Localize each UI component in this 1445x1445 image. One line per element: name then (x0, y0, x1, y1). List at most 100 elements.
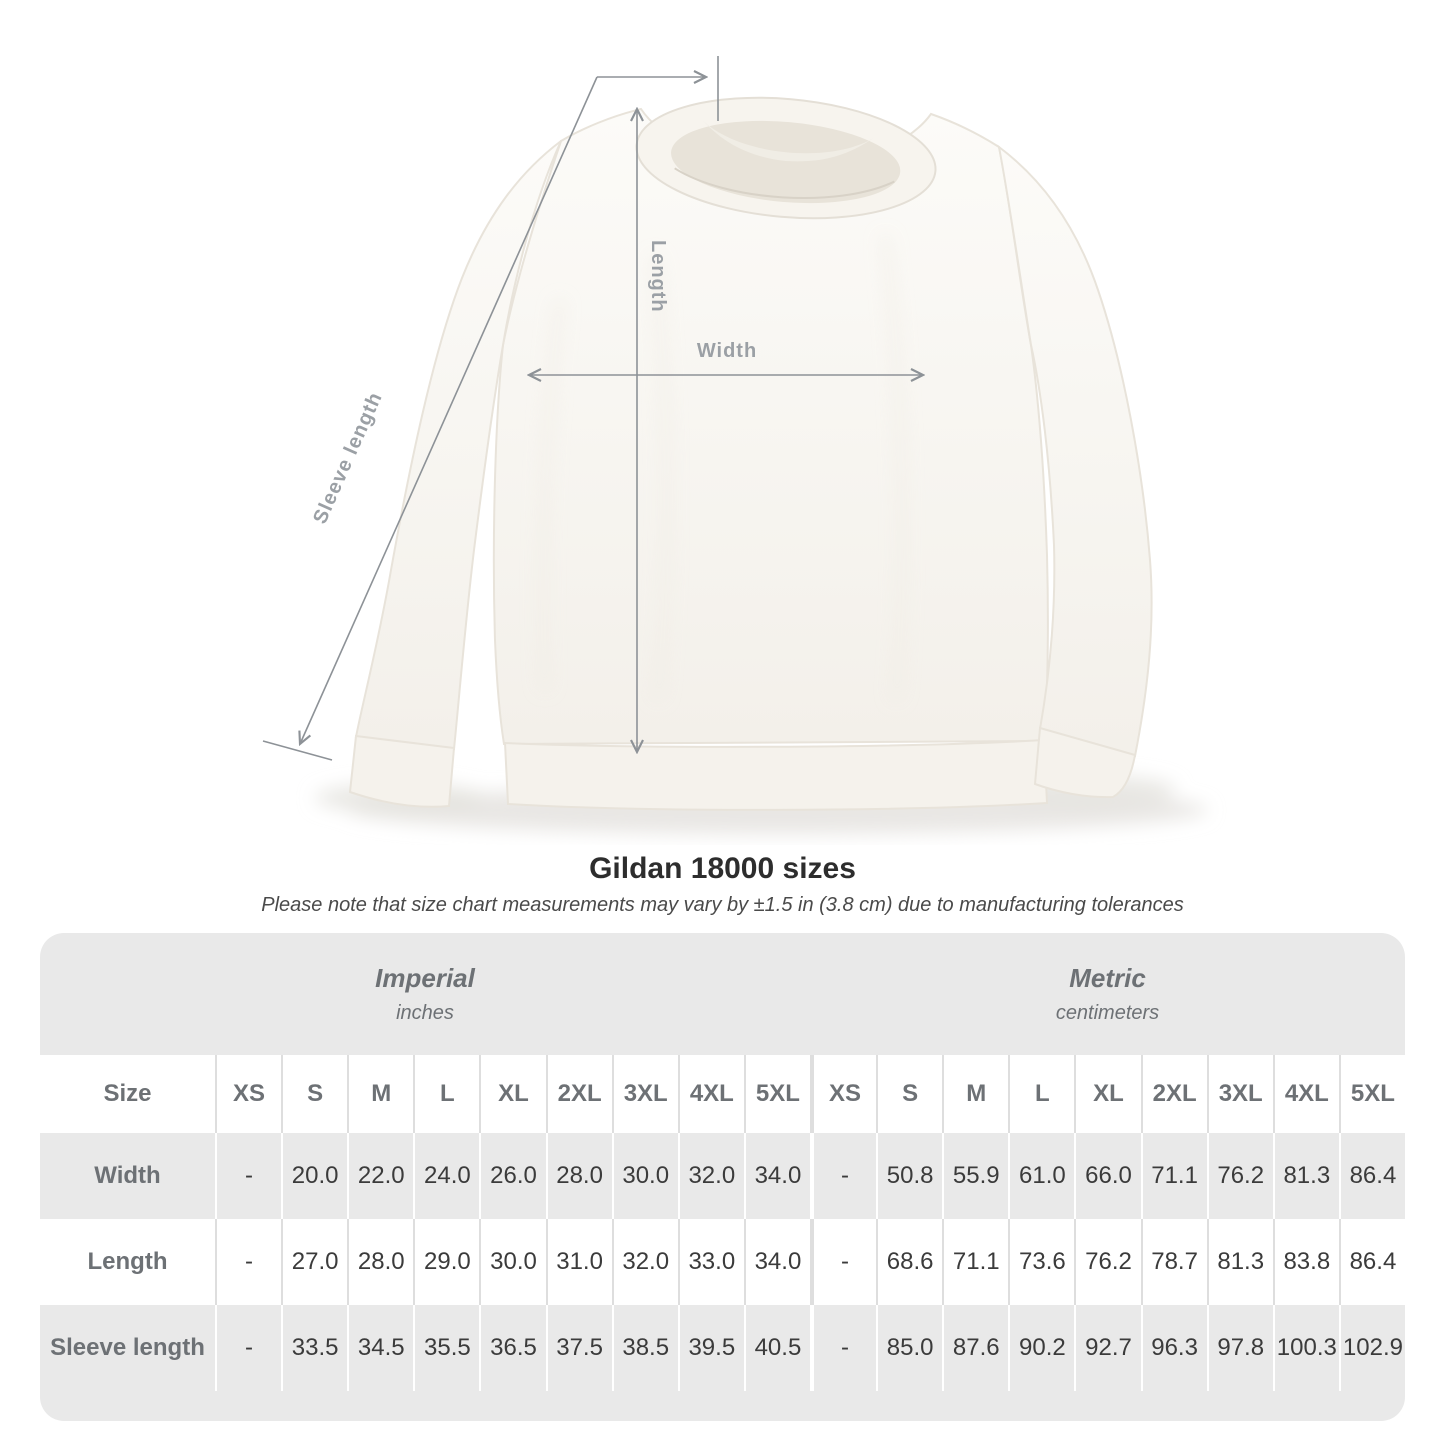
value-cell-metric: 86.4 (1338, 1133, 1405, 1219)
value-cell-imperial: 30.0 (611, 1133, 678, 1219)
value-cell-imperial: 29.0 (413, 1219, 480, 1305)
size-table: Imperial inches Metric centimeters Size X… (40, 933, 1405, 1421)
value-cell-metric: 81.3 (1272, 1133, 1339, 1219)
value-cell-imperial: 33.0 (677, 1219, 744, 1305)
value-cell-metric: - (810, 1133, 877, 1219)
value-cell-metric: 81.3 (1206, 1219, 1273, 1305)
product-diagram: Length Width Sleeve length (262, 56, 1208, 834)
value-cell-metric: 71.1 (942, 1219, 1009, 1305)
left-cuff (348, 734, 456, 808)
value-cell-metric: 76.2 (1074, 1219, 1141, 1305)
value-cell-metric: 86.4 (1338, 1219, 1405, 1305)
size-header-metric: XL (1074, 1055, 1141, 1133)
imperial-section-unit: inches (396, 1002, 454, 1024)
value-cell-imperial: 40.5 (743, 1305, 810, 1391)
size-header-imperial: 4XL (677, 1055, 744, 1133)
size-header-imperial: 5XL (743, 1055, 810, 1133)
value-cell-metric: 97.8 (1206, 1305, 1273, 1391)
imperial-section-title: Imperial (375, 963, 475, 993)
value-cell-metric: 73.6 (1008, 1219, 1075, 1305)
metric-section-title: Metric (1069, 963, 1146, 993)
value-cell-metric: 50.8 (876, 1133, 943, 1219)
value-cell-metric: 100.3 (1272, 1305, 1339, 1391)
value-cell-imperial: 27.0 (281, 1219, 348, 1305)
collar (635, 96, 937, 220)
size-header-metric: 3XL (1206, 1055, 1273, 1133)
fabric-creases (539, 234, 906, 701)
value-cell-metric: 55.9 (942, 1133, 1009, 1219)
size-header-metric: S (876, 1055, 943, 1133)
value-cell-metric: 83.8 (1272, 1219, 1339, 1305)
size-header-imperial: S (281, 1055, 348, 1133)
value-cell-metric: - (810, 1305, 877, 1391)
value-cell-metric: 96.3 (1140, 1305, 1207, 1391)
value-cell-metric: 68.6 (876, 1219, 943, 1305)
width-measure-label: Width (696, 340, 758, 362)
value-cell-imperial: - (215, 1219, 282, 1305)
size-header-metric: M (942, 1055, 1009, 1133)
size-header-metric: 2XL (1140, 1055, 1207, 1133)
value-cell-metric: 66.0 (1074, 1133, 1141, 1219)
tolerance-note: Please note that size chart measurements… (261, 894, 1184, 916)
value-cell-imperial: 34.0 (743, 1133, 810, 1219)
value-cell-imperial: 32.0 (611, 1219, 678, 1305)
size-header-imperial: XS (215, 1055, 282, 1133)
value-cell-imperial: 26.0 (479, 1133, 546, 1219)
value-cell-imperial: 20.0 (281, 1133, 348, 1219)
measurement-lines (262, 56, 923, 761)
sweatshirt-illustration (262, 56, 1208, 834)
value-cell-imperial: 24.0 (413, 1133, 480, 1219)
value-cell-imperial: 36.5 (479, 1305, 546, 1391)
value-cell-metric: - (810, 1219, 877, 1305)
value-cell-imperial: 35.5 (413, 1305, 480, 1391)
value-cell-metric: 92.7 (1074, 1305, 1141, 1391)
row-label: Sleeve length (40, 1305, 215, 1391)
value-cell-imperial: 28.0 (347, 1219, 414, 1305)
right-cuff (1033, 726, 1137, 799)
value-cell-metric: 76.2 (1206, 1133, 1273, 1219)
waistband (503, 738, 1049, 811)
value-cell-metric: 85.0 (876, 1305, 943, 1391)
page-title: Gildan 18000 sizes (589, 852, 856, 885)
metric-section-unit: centimeters (1055, 1002, 1160, 1024)
size-column-title: Size (40, 1055, 215, 1133)
cuff-tick (262, 740, 333, 761)
value-cell-imperial: 34.0 (743, 1219, 810, 1305)
value-cell-imperial: 39.5 (677, 1305, 744, 1391)
row-label: Width (40, 1133, 215, 1219)
row-label: Length (40, 1219, 215, 1305)
size-header-metric: 4XL (1272, 1055, 1339, 1133)
size-grid: Size XS S M L XL 2XL 3XL 4XL 5XL XS S M L XL 2XL 3XL 4XL 5… (40, 1055, 1405, 1391)
value-cell-imperial: - (215, 1305, 282, 1391)
size-header-imperial: 2XL (545, 1055, 612, 1133)
value-cell-imperial: 22.0 (347, 1133, 414, 1219)
size-header-imperial: L (413, 1055, 480, 1133)
value-cell-imperial: 37.5 (545, 1305, 612, 1391)
value-cell-imperial: 31.0 (545, 1219, 612, 1305)
value-cell-metric: 78.7 (1140, 1219, 1207, 1305)
size-header-imperial: 3XL (611, 1055, 678, 1133)
value-cell-imperial: 30.0 (479, 1219, 546, 1305)
value-cell-metric: 71.1 (1140, 1133, 1207, 1219)
length-measure-label: Length (647, 240, 669, 313)
value-cell-metric: 61.0 (1008, 1133, 1075, 1219)
value-cell-imperial: 34.5 (347, 1305, 414, 1391)
imperial-section: Imperial inches (40, 933, 810, 1055)
value-cell-imperial: 32.0 (677, 1133, 744, 1219)
value-cell-imperial: 38.5 (611, 1305, 678, 1391)
value-cell-imperial: 33.5 (281, 1305, 348, 1391)
metric-section: Metric centimeters (810, 933, 1405, 1055)
value-cell-imperial: - (215, 1133, 282, 1219)
unit-section-header: Imperial inches Metric centimeters (40, 933, 1405, 1055)
size-header-metric: XS (810, 1055, 877, 1133)
sleeve-length-line (300, 76, 598, 744)
size-header-metric: L (1008, 1055, 1075, 1133)
value-cell-imperial: 28.0 (545, 1133, 612, 1219)
value-cell-metric: 87.6 (942, 1305, 1009, 1391)
sweatshirt-body-group (348, 107, 1153, 811)
value-cell-metric: 90.2 (1008, 1305, 1075, 1391)
size-header-metric: 5XL (1338, 1055, 1405, 1133)
size-header-imperial: M (347, 1055, 414, 1133)
value-cell-metric: 102.9 (1338, 1305, 1405, 1391)
